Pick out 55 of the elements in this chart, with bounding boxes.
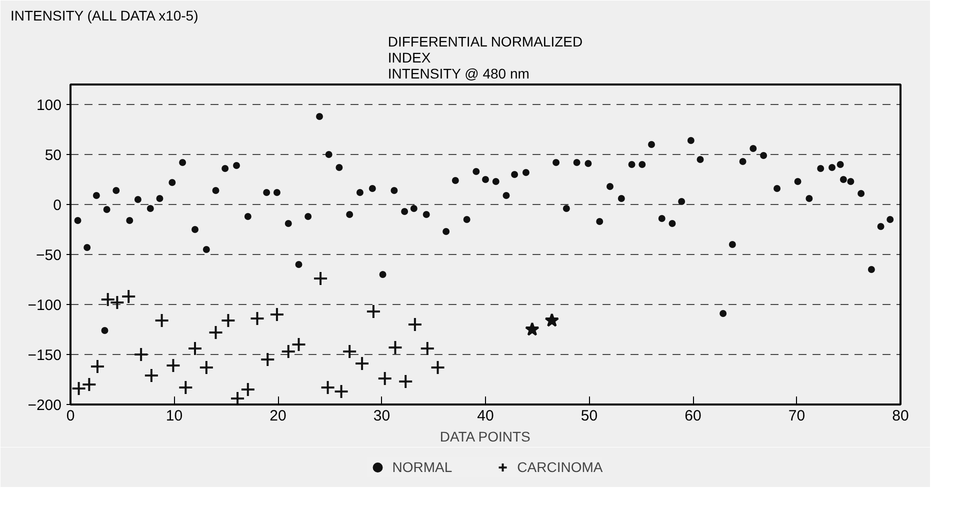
y-tick-label: 50 bbox=[44, 147, 62, 164]
x-tick-label: 20 bbox=[270, 408, 286, 424]
y-tick-label: −150 bbox=[28, 347, 62, 364]
point bbox=[269, 307, 284, 322]
y-tick-label: −200 bbox=[28, 397, 62, 414]
y-tick-label: −100 bbox=[28, 297, 62, 314]
x-tick-label: 40 bbox=[477, 408, 494, 424]
point bbox=[178, 380, 194, 395]
point bbox=[320, 380, 336, 395]
x-tick-label: 30 bbox=[373, 408, 390, 424]
x-tick-label: 10 bbox=[166, 408, 183, 424]
x-tick-label: 80 bbox=[892, 408, 909, 424]
y-tick-label: 0 bbox=[53, 197, 62, 214]
point bbox=[100, 292, 116, 307]
point bbox=[260, 352, 276, 367]
point bbox=[398, 374, 414, 389]
x-tick-label: 60 bbox=[684, 408, 702, 424]
y-tick-label: −50 bbox=[36, 247, 62, 264]
point bbox=[90, 359, 105, 374]
point bbox=[313, 271, 328, 286]
point bbox=[208, 325, 224, 340]
point bbox=[525, 322, 540, 336]
point bbox=[334, 384, 349, 399]
point bbox=[121, 289, 136, 304]
point bbox=[71, 381, 86, 396]
point bbox=[188, 341, 202, 356]
point bbox=[544, 313, 560, 327]
point bbox=[407, 317, 422, 332]
point bbox=[82, 377, 97, 392]
legend-label: CARCINOMA bbox=[517, 459, 603, 475]
point bbox=[388, 340, 403, 355]
point bbox=[198, 360, 214, 375]
point bbox=[230, 391, 246, 404]
point bbox=[110, 295, 125, 310]
point bbox=[250, 311, 265, 326]
point bbox=[134, 347, 149, 362]
point bbox=[377, 371, 392, 386]
point bbox=[366, 304, 381, 319]
point bbox=[154, 313, 170, 328]
point bbox=[166, 358, 181, 373]
point bbox=[420, 341, 435, 356]
point bbox=[144, 368, 159, 383]
x-tick-label: 0 bbox=[66, 408, 75, 424]
point bbox=[240, 382, 256, 397]
x-tick-label: 50 bbox=[580, 408, 598, 424]
legend-label: NORMAL bbox=[392, 459, 452, 475]
point bbox=[342, 344, 358, 359]
y-tick-label: 100 bbox=[36, 97, 62, 114]
y-axis-title: INTENSITY (ALL DATA x10-5) bbox=[10, 8, 198, 24]
point bbox=[430, 360, 446, 375]
chart-title: DIFFERENTIAL NORMALIZED INDEX INTENSITY @ 480 nm bbox=[388, 34, 583, 82]
point bbox=[220, 313, 236, 328]
x-axis-title: DATA POINTS bbox=[440, 428, 530, 444]
x-tick-label: 70 bbox=[788, 408, 806, 424]
point bbox=[354, 356, 370, 371]
